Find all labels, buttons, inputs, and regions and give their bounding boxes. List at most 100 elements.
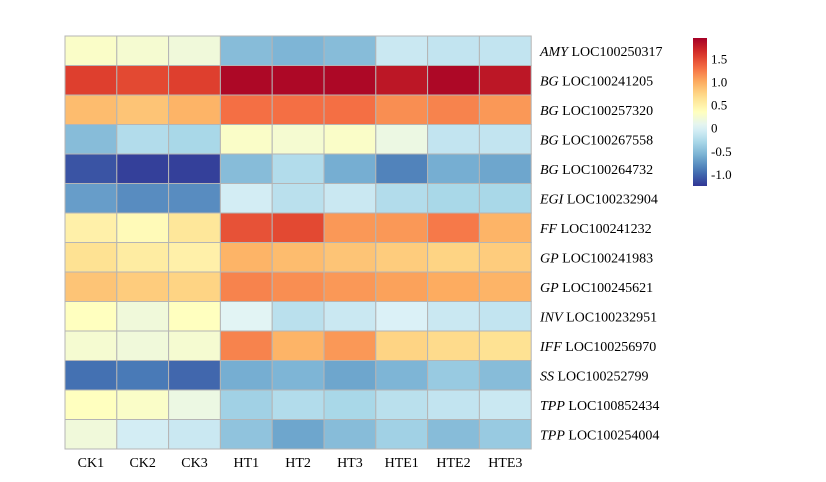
heatmap-cell xyxy=(116,330,170,361)
heatmap-cell xyxy=(116,301,170,332)
column-label: HTE1 xyxy=(385,456,419,471)
heatmap-cell xyxy=(427,242,480,273)
heatmap-cell xyxy=(64,389,118,420)
locus-id: LOC100245621 xyxy=(559,281,654,296)
heatmap-cell xyxy=(478,271,532,302)
heatmap-cell xyxy=(427,419,480,450)
colorbar-tick-label: 1.5 xyxy=(711,51,727,66)
gene-symbol: BG xyxy=(540,74,559,89)
heatmap-cell xyxy=(478,419,532,450)
heatmap-cell xyxy=(168,183,221,214)
heatmap-cell xyxy=(116,212,170,243)
heatmap-cell xyxy=(116,419,170,450)
row-label: BG LOC100241205 xyxy=(540,74,653,89)
heatmap-cell xyxy=(219,242,273,273)
heatmap-cell xyxy=(168,242,221,273)
heatmap-cell xyxy=(375,330,429,361)
heatmap-cell xyxy=(271,35,325,66)
heatmap-cell xyxy=(168,301,221,332)
heatmap-cell xyxy=(427,271,480,302)
row-label: GP LOC100245621 xyxy=(540,281,653,296)
heatmap-cell xyxy=(64,65,118,96)
heatmap-cell xyxy=(323,124,377,155)
heatmap-cell xyxy=(168,35,221,66)
locus-id: LOC100267558 xyxy=(559,133,654,148)
heatmap-cell xyxy=(271,242,325,273)
heatmap-cell xyxy=(116,389,170,420)
gene-symbol: GP xyxy=(540,251,559,266)
column-label: CK2 xyxy=(129,456,155,471)
heatmap-cell xyxy=(375,301,429,332)
heatmap-cell xyxy=(478,330,532,361)
heatmap-cell xyxy=(168,65,221,96)
locus-id: LOC100232951 xyxy=(563,310,658,325)
heatmap-cell xyxy=(427,183,480,214)
heatmap-cell xyxy=(64,330,118,361)
gene-symbol: BG xyxy=(540,133,559,148)
heatmap-cell xyxy=(427,94,480,125)
heatmap-cell xyxy=(323,301,377,332)
locus-id: LOC100257320 xyxy=(559,104,654,119)
heatmap-cell xyxy=(271,301,325,332)
heatmap-cell xyxy=(323,153,377,184)
heatmap-cell xyxy=(116,360,170,391)
heatmap-cell xyxy=(478,65,532,96)
heatmap-cell xyxy=(116,35,170,66)
heatmap-cell xyxy=(64,94,118,125)
gene-symbol: EGI xyxy=(539,192,565,207)
heatmap-cell xyxy=(323,360,377,391)
heatmap-cell xyxy=(168,124,221,155)
heatmap-cell xyxy=(427,360,480,391)
gene-symbol: TPP xyxy=(540,428,565,443)
heatmap-cell xyxy=(219,94,273,125)
heatmap-cells xyxy=(64,35,532,450)
heatmap-cell xyxy=(375,389,429,420)
row-label: SS LOC100252799 xyxy=(540,369,649,384)
heatmap-cell xyxy=(64,271,118,302)
heatmap-cell xyxy=(478,360,532,391)
heatmap-cell xyxy=(323,94,377,125)
heatmap-cell xyxy=(375,153,429,184)
row-label: BG LOC100257320 xyxy=(540,104,653,119)
heatmap-cell xyxy=(168,360,221,391)
heatmap-cell xyxy=(116,242,170,273)
heatmap-cell xyxy=(427,35,480,66)
gene-symbol: BG xyxy=(540,104,559,119)
locus-id: LOC100232904 xyxy=(563,192,658,207)
heatmap-cell xyxy=(323,65,377,96)
gene-symbol: GP xyxy=(540,281,559,296)
locus-id: LOC100264732 xyxy=(559,163,654,178)
heatmap-cell xyxy=(219,301,273,332)
heatmap-cell xyxy=(219,330,273,361)
column-label: CK1 xyxy=(78,456,104,471)
heatmap-cell xyxy=(219,419,273,450)
heatmap-cell xyxy=(478,153,532,184)
heatmap-cell xyxy=(64,212,118,243)
heatmap-cell xyxy=(64,35,118,66)
heatmap-cell xyxy=(375,212,429,243)
heatmap-cell xyxy=(375,35,429,66)
column-label: CK3 xyxy=(181,456,207,471)
locus-id: LOC100254004 xyxy=(565,428,660,443)
color-legend: 1.5 1.0 0.5 0 -0.5 -1.0 xyxy=(693,38,732,186)
heatmap-cell xyxy=(116,65,170,96)
heatmap-cell xyxy=(323,271,377,302)
heatmap-cell xyxy=(64,419,118,450)
row-label: INV LOC100232951 xyxy=(539,310,657,325)
heatmap-cell xyxy=(116,124,170,155)
colorbar-tick-label: 0 xyxy=(711,121,718,136)
heatmap-cell xyxy=(427,330,480,361)
heatmap-cell xyxy=(271,124,325,155)
heatmap-cell xyxy=(323,242,377,273)
heatmap-cell xyxy=(219,153,273,184)
heatmap-cell xyxy=(219,212,273,243)
heatmap-cell xyxy=(478,94,532,125)
row-label: AMY LOC100250317 xyxy=(539,45,663,60)
heatmap-cell xyxy=(219,183,273,214)
row-label: TPP LOC100254004 xyxy=(540,428,659,443)
heatmap-cell xyxy=(271,153,325,184)
heatmap-cell xyxy=(219,389,273,420)
heatmap-cell xyxy=(478,212,532,243)
heatmap-cell xyxy=(427,65,480,96)
